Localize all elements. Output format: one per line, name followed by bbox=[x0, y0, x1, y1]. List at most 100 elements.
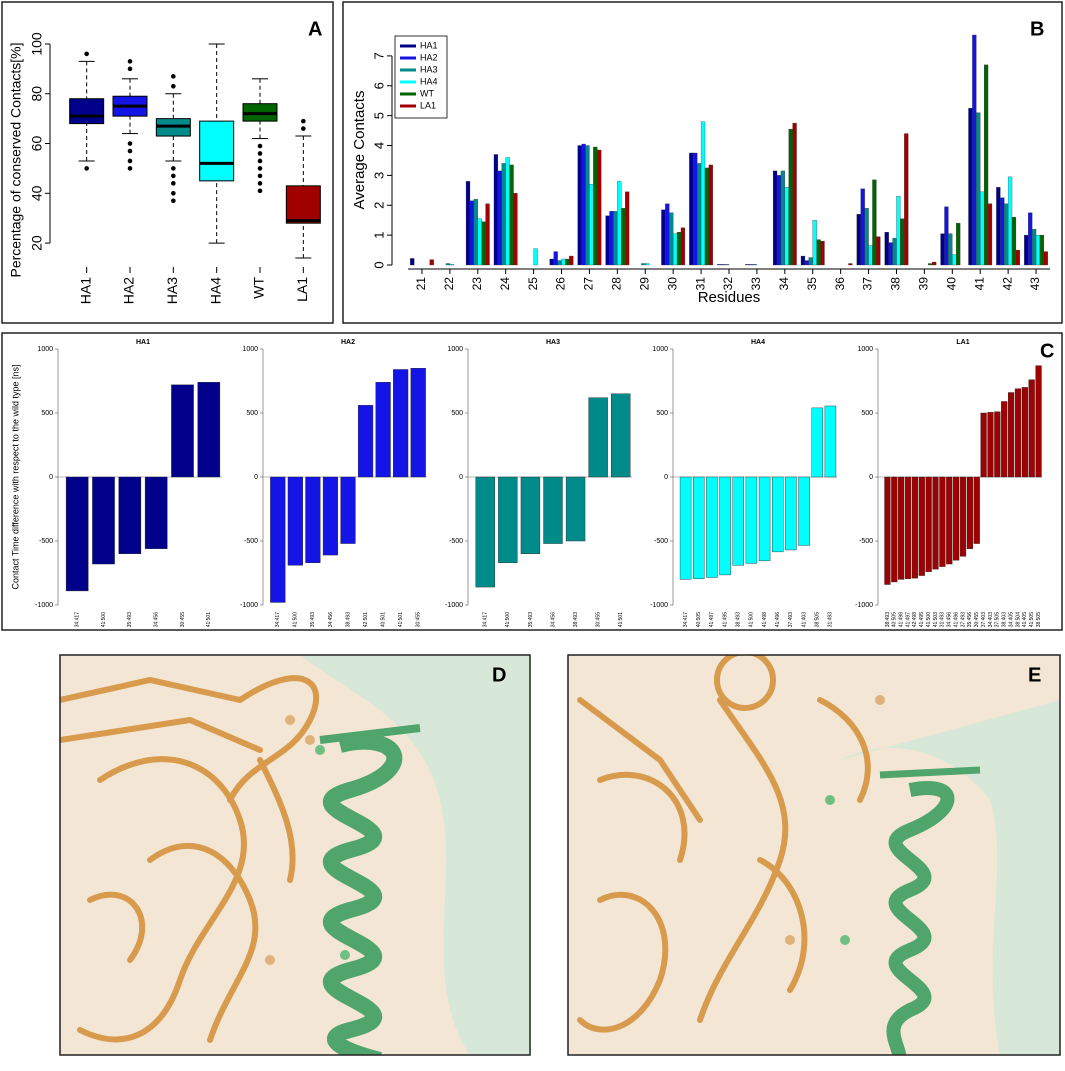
y-tick-label: 1000 bbox=[447, 346, 463, 353]
x-tick-label: 32 bbox=[721, 277, 735, 291]
bar bbox=[900, 218, 905, 266]
bar bbox=[1001, 401, 1008, 478]
x-tick-label: 41:501 bbox=[618, 612, 624, 628]
bar bbox=[1007, 176, 1013, 266]
bar bbox=[270, 476, 286, 603]
x-tick-label: WT bbox=[251, 277, 267, 299]
legend-label: WT bbox=[420, 88, 434, 98]
bar bbox=[669, 212, 674, 266]
panel-title: HA1 bbox=[136, 339, 150, 346]
y-tick-label: -1000 bbox=[855, 602, 873, 609]
outlier bbox=[257, 158, 263, 164]
outlier bbox=[84, 51, 89, 57]
legend-label: HA3 bbox=[420, 64, 438, 74]
x-tick-label: 41:500 bbox=[101, 612, 107, 628]
bar bbox=[481, 221, 486, 266]
x-tick-label: 41:505 bbox=[1029, 612, 1035, 628]
x-tick-label: 41:500 bbox=[749, 612, 755, 628]
bar bbox=[445, 263, 451, 266]
bar bbox=[549, 258, 554, 266]
molecule-image bbox=[567, 654, 1061, 1056]
bar bbox=[980, 412, 987, 478]
x-tick-label: 42:498 bbox=[912, 612, 918, 628]
bar bbox=[911, 476, 918, 579]
bar bbox=[449, 263, 454, 266]
x-tick-label: 38:493 bbox=[885, 612, 891, 628]
bar bbox=[92, 476, 115, 565]
y-axis-title: Percentage of conserved Contacts[%] bbox=[8, 42, 24, 277]
bar bbox=[605, 215, 610, 266]
x-tick-label: 41:500 bbox=[926, 612, 932, 628]
y-tick-label: -1000 bbox=[445, 602, 463, 609]
x-tick-label: 31 bbox=[693, 277, 707, 291]
panel-label: E bbox=[1028, 664, 1041, 686]
bar bbox=[785, 476, 797, 551]
y-tick-label: 0 bbox=[459, 474, 463, 481]
x-tick-label: 41:403 bbox=[801, 612, 807, 628]
y-tick-label: 500 bbox=[41, 410, 53, 417]
bar bbox=[505, 157, 510, 266]
bar bbox=[693, 152, 698, 266]
y-tick-label: 0 bbox=[371, 261, 386, 268]
x-tick-label: 31:493 bbox=[940, 612, 946, 628]
y-tick-label: -500 bbox=[449, 538, 463, 545]
x-tick-label: 41:405 bbox=[1022, 612, 1028, 628]
x-tick-label: 41:496 bbox=[953, 612, 959, 628]
x-tick-label: 35:493 bbox=[310, 612, 316, 628]
bar bbox=[918, 476, 925, 576]
bar bbox=[721, 264, 726, 266]
bar bbox=[1035, 365, 1042, 478]
bar bbox=[588, 397, 608, 478]
box bbox=[199, 120, 235, 182]
bar bbox=[800, 255, 806, 266]
bar bbox=[513, 193, 518, 266]
bar bbox=[680, 227, 686, 266]
bar bbox=[925, 476, 932, 572]
y-tick-label: 0 bbox=[664, 474, 668, 481]
x-tick-label: 34:456 bbox=[947, 612, 953, 628]
bar bbox=[665, 203, 670, 266]
outlier bbox=[257, 151, 263, 156]
y-tick-label: 5 bbox=[371, 112, 386, 119]
panel-title: HA3 bbox=[546, 339, 560, 346]
bar bbox=[776, 175, 782, 266]
bar bbox=[485, 203, 490, 266]
bar bbox=[597, 149, 602, 266]
bar bbox=[904, 476, 912, 579]
bar bbox=[589, 184, 594, 266]
x-tick-label: 41:496 bbox=[775, 612, 781, 628]
y-tick-label: 500 bbox=[451, 410, 463, 417]
bar bbox=[946, 476, 953, 565]
bar bbox=[820, 240, 825, 266]
bar bbox=[976, 112, 981, 266]
bar bbox=[968, 108, 973, 266]
x-tick-label: 37:505 bbox=[995, 612, 1001, 628]
bar bbox=[884, 231, 889, 266]
x-axis-title: Residues bbox=[698, 289, 761, 306]
bar bbox=[745, 476, 758, 564]
bar bbox=[1043, 251, 1048, 266]
x-tick-label: 34:417 bbox=[683, 612, 689, 628]
x-tick-label: 42:501 bbox=[363, 612, 369, 628]
y-tick-label: -500 bbox=[39, 538, 53, 545]
y-tick-label: 500 bbox=[246, 410, 258, 417]
bar bbox=[872, 179, 877, 266]
x-tick-label: 41:495 bbox=[919, 612, 925, 628]
y-tick-label: 0 bbox=[49, 474, 53, 481]
outlier bbox=[171, 173, 176, 179]
outlier bbox=[127, 158, 133, 164]
y-tick-label: 3 bbox=[371, 172, 386, 179]
y-tick-label: 6 bbox=[371, 82, 386, 89]
x-tick-label: 37:493 bbox=[788, 612, 794, 628]
panel-title: HA4 bbox=[751, 339, 765, 346]
bar bbox=[788, 128, 793, 266]
outlier bbox=[257, 143, 263, 149]
bar bbox=[581, 143, 586, 266]
panel-frame bbox=[59, 654, 531, 1056]
bar bbox=[884, 476, 891, 585]
x-tick-label: 21 bbox=[414, 277, 428, 291]
panel-frame bbox=[567, 654, 1061, 1056]
x-tick-label: 30:455 bbox=[974, 612, 980, 628]
x-tick-label: 38:493 bbox=[573, 612, 579, 628]
x-tick-label: 25 bbox=[526, 277, 540, 291]
